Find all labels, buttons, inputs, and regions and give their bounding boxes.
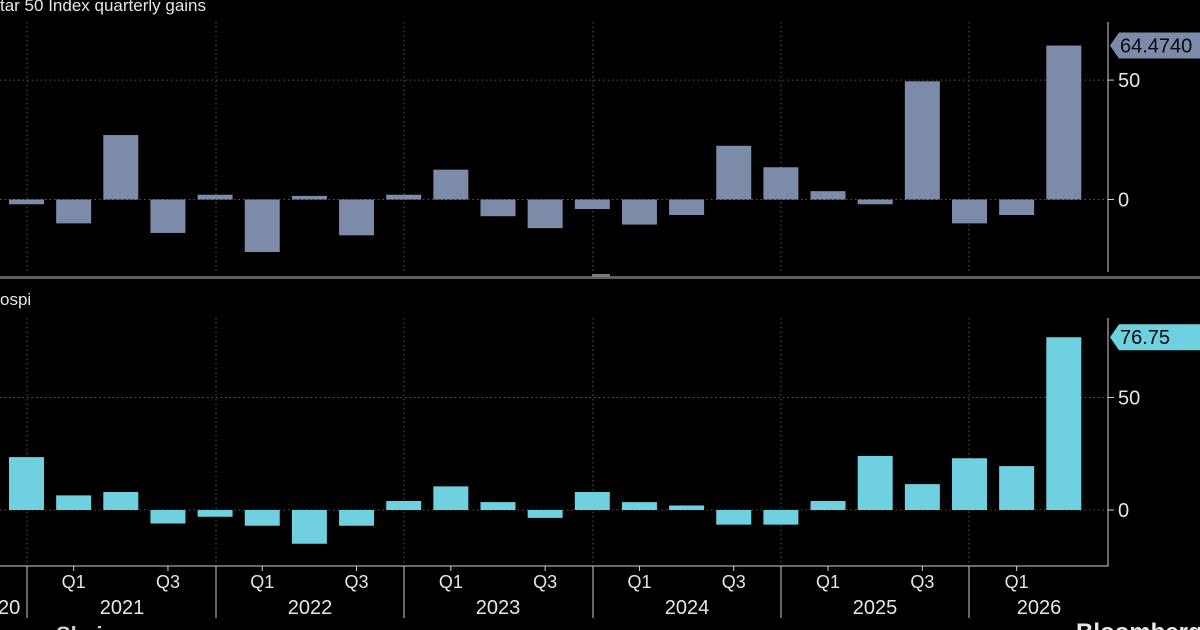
bar <box>339 199 375 236</box>
bar <box>386 194 422 200</box>
x-year-label: 2026 <box>1017 597 1062 619</box>
last-value-label: 64.4740 <box>1120 36 1192 58</box>
bar <box>527 199 563 229</box>
bar <box>244 510 280 526</box>
x-quarter-label: Q3 <box>722 572 746 592</box>
y-tick-label: 0 <box>1118 190 1129 212</box>
panel-divider <box>0 274 1200 279</box>
bar <box>952 458 987 510</box>
y-tick-label: 0 <box>1118 500 1129 522</box>
bar <box>999 466 1035 510</box>
bar <box>904 484 940 510</box>
footer: Sbain Bloomberg <box>56 619 1200 630</box>
x-quarter-label: Q1 <box>627 572 651 592</box>
bar <box>433 486 469 510</box>
last-value-tag <box>1110 32 1200 59</box>
x-year-label: 20 <box>0 597 20 619</box>
bar <box>999 199 1035 216</box>
x-year-label: 2022 <box>288 597 333 619</box>
bar <box>103 491 139 510</box>
x-quarter-label: Q3 <box>910 572 934 592</box>
bloomberg-logo: Bloomberg <box>1076 619 1200 630</box>
bar <box>669 505 705 510</box>
bar <box>1046 45 1082 200</box>
bar <box>1046 337 1082 510</box>
y-tick-label: 50 <box>1118 70 1140 92</box>
bar <box>574 491 610 510</box>
x-quarter-label: Q1 <box>250 572 274 592</box>
x-quarter-label: Q1 <box>62 572 86 592</box>
bar <box>9 199 44 205</box>
y-tick-label: 50 <box>1118 387 1140 409</box>
bar <box>480 502 516 510</box>
bar <box>621 502 657 510</box>
bar <box>857 455 893 510</box>
x-year-label: 2023 <box>476 597 521 619</box>
x-year-label: 2021 <box>100 597 145 619</box>
bar <box>56 495 92 510</box>
bar <box>669 199 705 216</box>
source-text: Sbain <box>56 622 116 630</box>
x-quarter-label: Q3 <box>345 572 369 592</box>
bar <box>197 194 233 200</box>
bar <box>480 199 516 217</box>
x-quarter-label: Q1 <box>439 572 463 592</box>
x-year-label: 2024 <box>665 597 710 619</box>
bar <box>150 199 186 233</box>
bar <box>857 199 893 205</box>
bar <box>339 510 375 526</box>
panel-title: ospi <box>0 290 31 309</box>
last-value-label: 76.75 <box>1120 327 1170 349</box>
x-quarter-label: Q3 <box>156 572 180 592</box>
bar <box>103 135 139 200</box>
x-year-label: 2025 <box>853 597 898 619</box>
last-value-tag <box>1110 324 1200 351</box>
bar <box>527 510 563 518</box>
divider-bar <box>0 276 1200 279</box>
x-quarter-label: Q3 <box>533 572 557 592</box>
x-axis: Q1 Q3 Q1 Q3 Q1 Q3 Q1 Q3 Q1 Q3 Q1 20 2021 2022 2023 2024… <box>0 565 1108 619</box>
bar <box>433 169 469 200</box>
bar <box>291 510 327 544</box>
divider-handle <box>592 274 610 277</box>
bar <box>810 500 846 510</box>
bar <box>386 500 422 510</box>
x-quarter-label: Q1 <box>1005 572 1029 592</box>
bar <box>244 199 280 253</box>
bar <box>621 199 657 225</box>
bar <box>56 199 92 224</box>
bar <box>763 510 799 525</box>
bar <box>150 510 186 524</box>
bar <box>574 199 610 210</box>
bar <box>952 199 987 224</box>
panel-kospi: 0 50 76.75 ospi <box>0 290 1200 566</box>
bar <box>197 510 233 517</box>
x-quarter-label: Q1 <box>816 572 840 592</box>
panel-star50: 0 50 64.4740 tar 50 Index quarterly gains <box>0 0 1200 272</box>
bar <box>291 195 327 200</box>
bar <box>716 510 752 525</box>
panel-title: tar 50 Index quarterly gains <box>0 0 206 15</box>
bar <box>763 167 799 200</box>
bar <box>9 457 44 510</box>
bar <box>904 81 940 200</box>
bar <box>810 191 846 200</box>
bar <box>716 145 752 200</box>
